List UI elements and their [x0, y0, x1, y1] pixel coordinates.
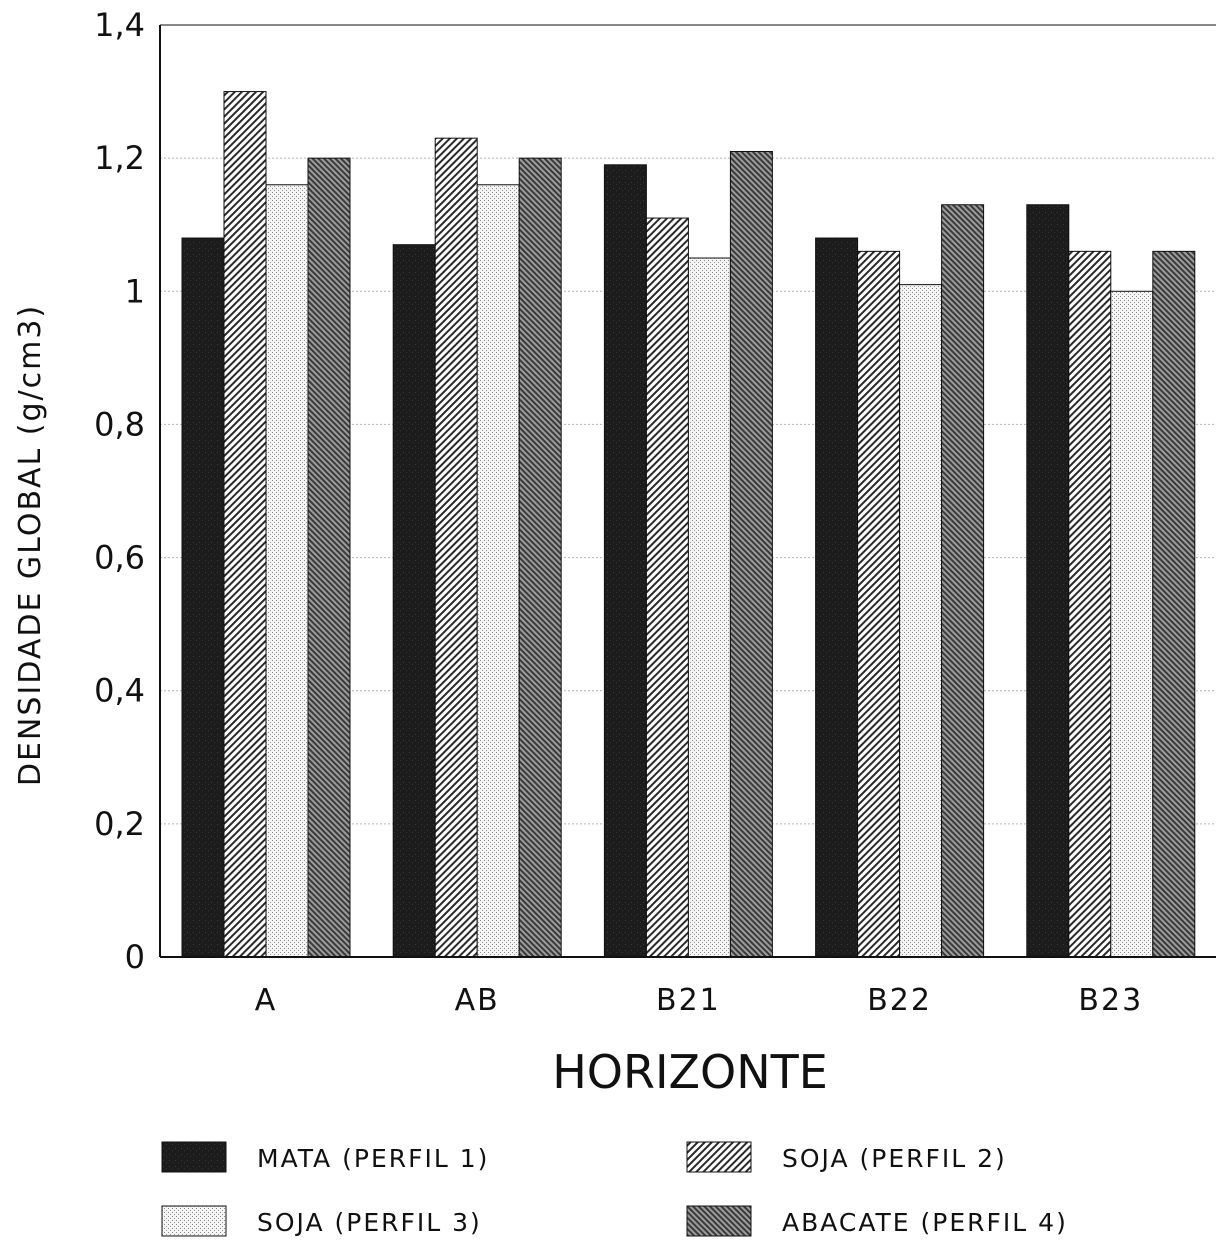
bar-b23-series-1	[1026, 204, 1070, 958]
bar-b22-series-4	[941, 204, 985, 958]
y-tick-labels: 0 0,2 0,4 0,6 0,8 1 1,2 1,4	[94, 6, 145, 976]
legend-swatch-4	[686, 1205, 752, 1237]
legend: MATA (PERFIL 1) SOJA (PERFIL 2) SOJA (PERF…	[161, 1141, 1068, 1237]
y-tick-label-5: 1	[125, 272, 145, 310]
x-tick-label-b23: B23	[1078, 983, 1143, 1018]
y-tick-label-3: 0,6	[94, 539, 145, 577]
x-axis-title: HORIZONTE	[552, 1045, 828, 1099]
bars	[181, 91, 1196, 958]
bar-b23-series-4	[1152, 250, 1196, 958]
y-axis-title: DENSIDADE GLOBAL (g/cm3)	[13, 304, 48, 786]
legend-swatch-2	[686, 1141, 752, 1173]
bar-a-series-1	[181, 237, 225, 958]
y-tick-label-0: 0	[125, 938, 145, 976]
bar-ab-series-2	[434, 137, 478, 958]
legend-swatch-3	[161, 1205, 227, 1237]
bar-b22-series-2	[857, 250, 901, 958]
x-tick-label-b21: B21	[656, 983, 721, 1018]
legend-label-1: MATA (PERFIL 1)	[257, 1144, 489, 1173]
bar-b23-series-3	[1110, 290, 1154, 958]
bar-b21-series-2	[645, 217, 689, 958]
bar-b21-series-4	[729, 150, 773, 958]
bar-b21-series-3	[687, 257, 731, 958]
bar-ab-series-4	[518, 157, 562, 958]
x-tick-label-a: A	[255, 983, 278, 1018]
bar-b22-series-1	[815, 237, 859, 958]
y-tick-label-2: 0,4	[94, 672, 145, 710]
bar-b23-series-2	[1068, 250, 1112, 958]
bar-ab-series-1	[392, 244, 436, 958]
legend-label-3: SOJA (PERFIL 3)	[257, 1208, 482, 1237]
y-tick-label-4: 0,8	[94, 405, 145, 443]
bar-ab-series-3	[476, 184, 520, 958]
y-tick-label-1: 0,2	[94, 805, 145, 843]
legend-label-4: ABACATE (PERFIL 4)	[782, 1208, 1068, 1237]
legend-swatch-1	[161, 1141, 227, 1173]
bar-a-series-3	[265, 184, 309, 958]
y-tick-label-7: 1,4	[94, 6, 145, 44]
y-tick-label-6: 1,2	[94, 139, 145, 177]
x-tick-label-b22: B22	[867, 983, 932, 1018]
bar-b22-series-3	[899, 284, 943, 958]
axes	[159, 24, 1216, 958]
x-tick-label-ab: AB	[455, 983, 500, 1018]
bar-b21-series-1	[603, 164, 647, 958]
bar-a-series-2	[223, 91, 267, 958]
legend-label-2: SOJA (PERFIL 2)	[782, 1144, 1007, 1173]
bar-a-series-4	[307, 157, 351, 958]
x-tick-labels: A AB B21 B22 B23	[255, 983, 1143, 1018]
